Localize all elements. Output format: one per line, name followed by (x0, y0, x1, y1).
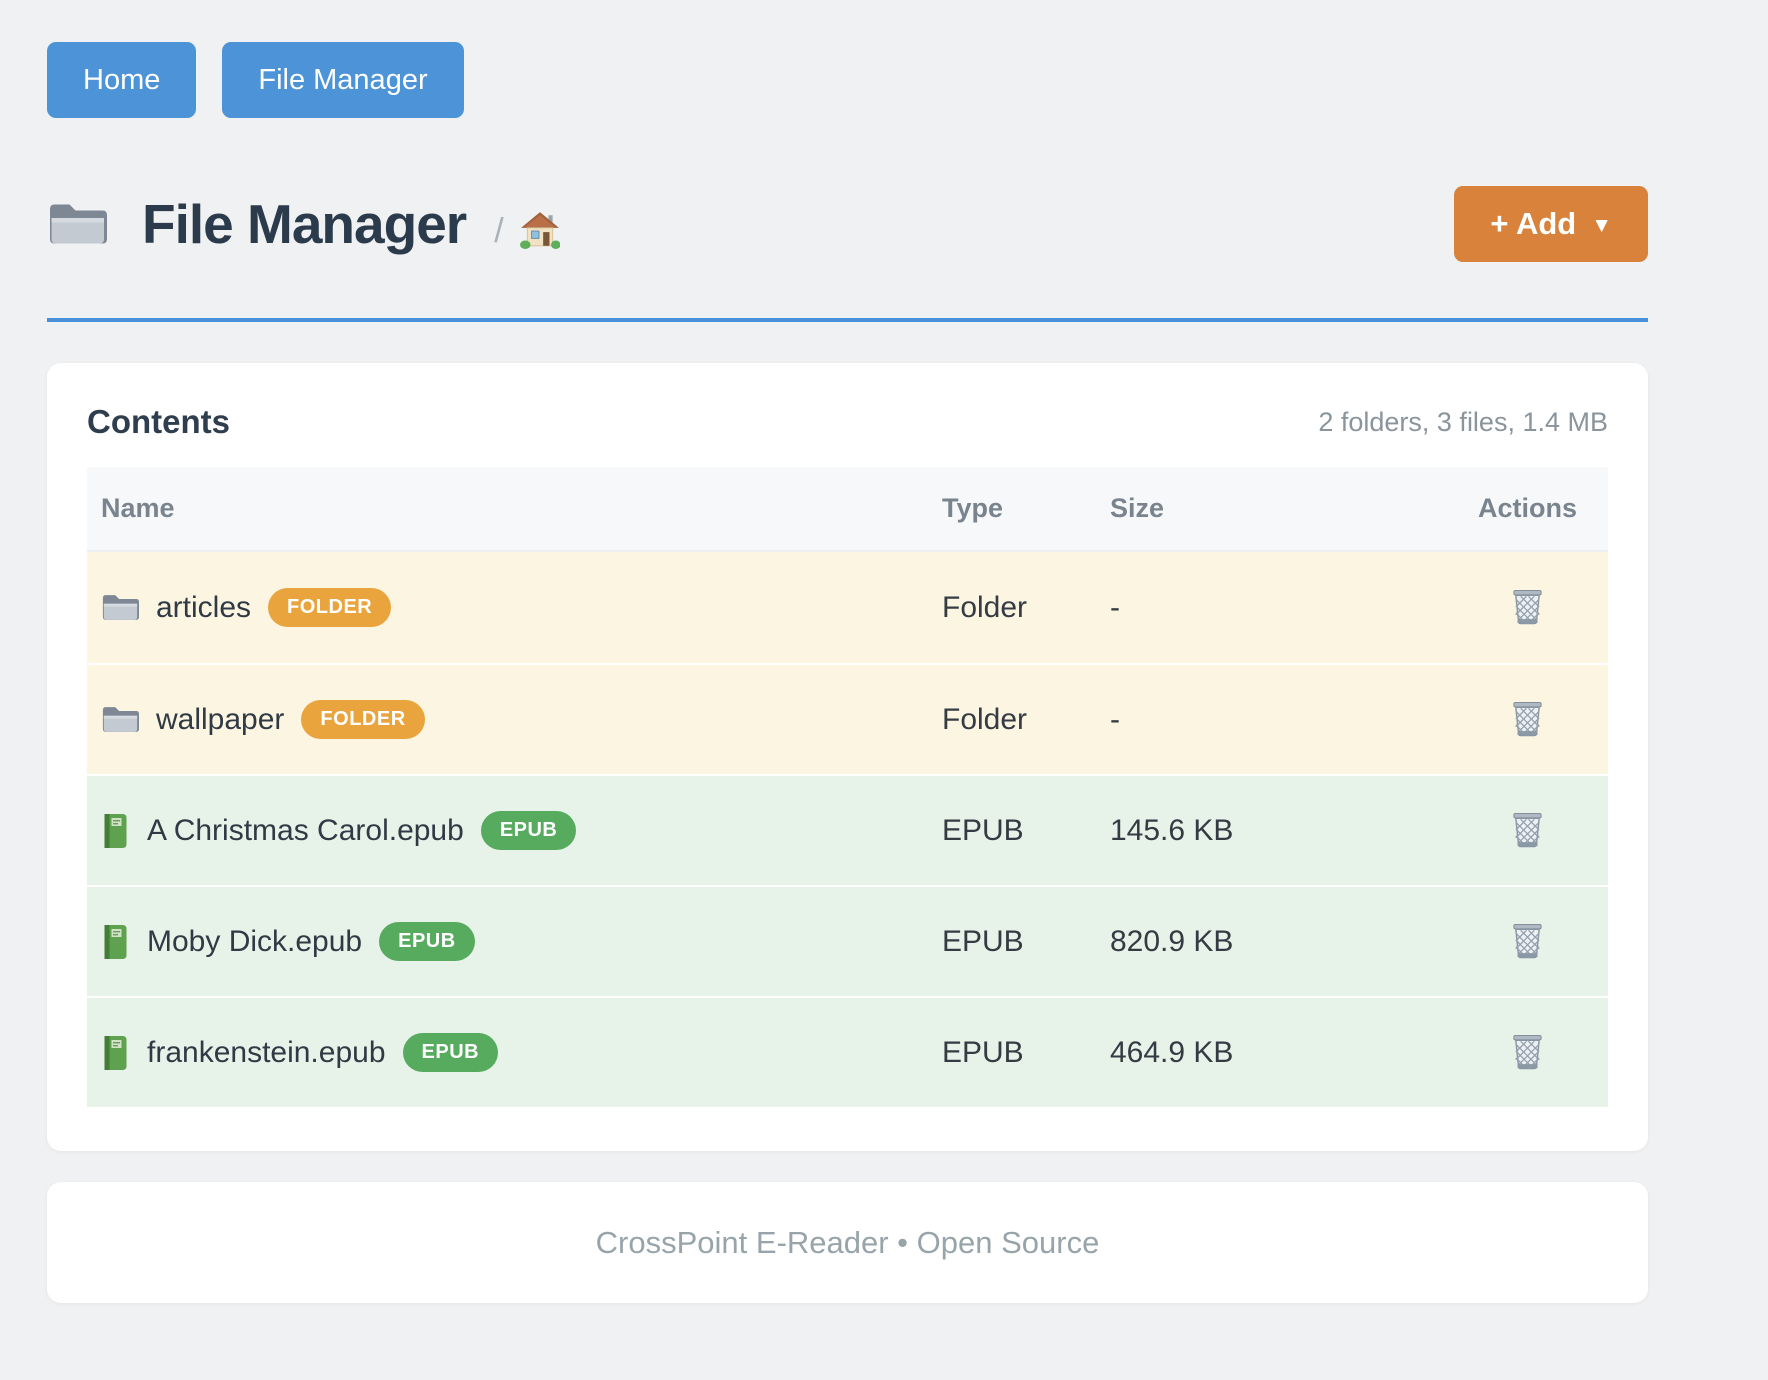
breadcrumb: Home File Manager (47, 0, 1648, 118)
add-button[interactable]: + Add ▼ (1454, 186, 1648, 262)
book-icon (101, 1035, 130, 1071)
type-badge: FOLDER (268, 588, 392, 627)
page: Home File Manager File Manager / (47, 0, 1648, 1303)
delete-button[interactable] (1506, 694, 1549, 745)
file-size: - (1110, 590, 1120, 624)
add-button-label: + Add (1490, 206, 1577, 241)
delete-button[interactable] (1506, 1027, 1549, 1078)
table-body: articles FOLDER Folder - (87, 552, 1608, 1107)
delete-button[interactable] (1506, 582, 1549, 633)
contents-card: Contents 2 folders, 3 files, 1.4 MB Name… (47, 363, 1648, 1151)
type-badge: EPUB (402, 1033, 499, 1072)
type-badge: EPUB (480, 811, 577, 850)
column-header-size: Size (1110, 493, 1165, 523)
file-type: EPUB (942, 1035, 1024, 1069)
table-header-row: Name Type Size Actions (87, 467, 1608, 552)
trash-icon (1510, 920, 1545, 963)
table-row[interactable]: Moby Dick.epub EPUB EPUB 820.9 KB (87, 885, 1608, 996)
trash-icon (1510, 1031, 1545, 1074)
delete-button[interactable] (1506, 916, 1549, 967)
footer: CrossPoint E-Reader • Open Source (47, 1182, 1648, 1303)
file-name: Moby Dick.epub (147, 924, 363, 958)
file-size: 464.9 KB (1110, 1035, 1234, 1069)
book-icon (101, 924, 130, 960)
table-row[interactable]: articles FOLDER Folder - (87, 552, 1608, 663)
column-header-name: Name (101, 493, 175, 523)
file-type: Folder (942, 702, 1028, 736)
chevron-down-icon: ▼ (1591, 214, 1612, 237)
folder-icon (101, 592, 139, 623)
file-name: A Christmas Carol.epub (147, 813, 464, 847)
column-header-type: Type (942, 493, 1004, 523)
delete-button[interactable] (1506, 805, 1549, 856)
table-row[interactable]: wallpaper FOLDER Folder - (87, 663, 1608, 774)
file-size: 820.9 KB (1110, 924, 1234, 958)
footer-text: CrossPoint E-Reader • Open Source (595, 1224, 1100, 1260)
trash-icon (1510, 586, 1545, 629)
header-divider (47, 318, 1648, 322)
folder-icon (101, 704, 139, 735)
trash-icon (1510, 698, 1545, 741)
file-size: 145.6 KB (1110, 813, 1234, 847)
breadcrumb-separator: / (494, 211, 504, 250)
folder-icon (47, 199, 107, 249)
file-name: wallpaper (156, 702, 285, 736)
nav-home-button[interactable]: Home (47, 42, 197, 118)
file-name: frankenstein.epub (147, 1035, 386, 1069)
book-icon (101, 813, 130, 849)
house-icon[interactable] (519, 210, 560, 250)
table-row[interactable]: frankenstein.epub EPUB EPUB 464.9 KB (87, 996, 1608, 1107)
page-header: File Manager / + Add ▼ (47, 186, 1648, 262)
nav-file-manager-button[interactable]: File Manager (222, 42, 464, 118)
file-size: - (1110, 702, 1120, 736)
file-name: articles (156, 590, 252, 624)
page-title-group: File Manager / (47, 192, 1454, 256)
page-title: File Manager (142, 193, 467, 255)
column-header-actions: Actions (1477, 493, 1577, 523)
file-type: Folder (942, 590, 1028, 624)
contents-title: Contents (87, 403, 230, 440)
contents-summary: 2 folders, 3 files, 1.4 MB (1318, 406, 1608, 437)
type-badge: FOLDER (301, 700, 425, 739)
file-type: EPUB (942, 813, 1024, 847)
type-badge: EPUB (379, 922, 475, 961)
file-table: Name Type Size Actions (87, 467, 1608, 1107)
table-row[interactable]: A Christmas Carol.epub EPUB EPUB 145.6 K… (87, 774, 1608, 885)
trash-icon (1510, 809, 1545, 852)
file-type: EPUB (942, 924, 1024, 958)
